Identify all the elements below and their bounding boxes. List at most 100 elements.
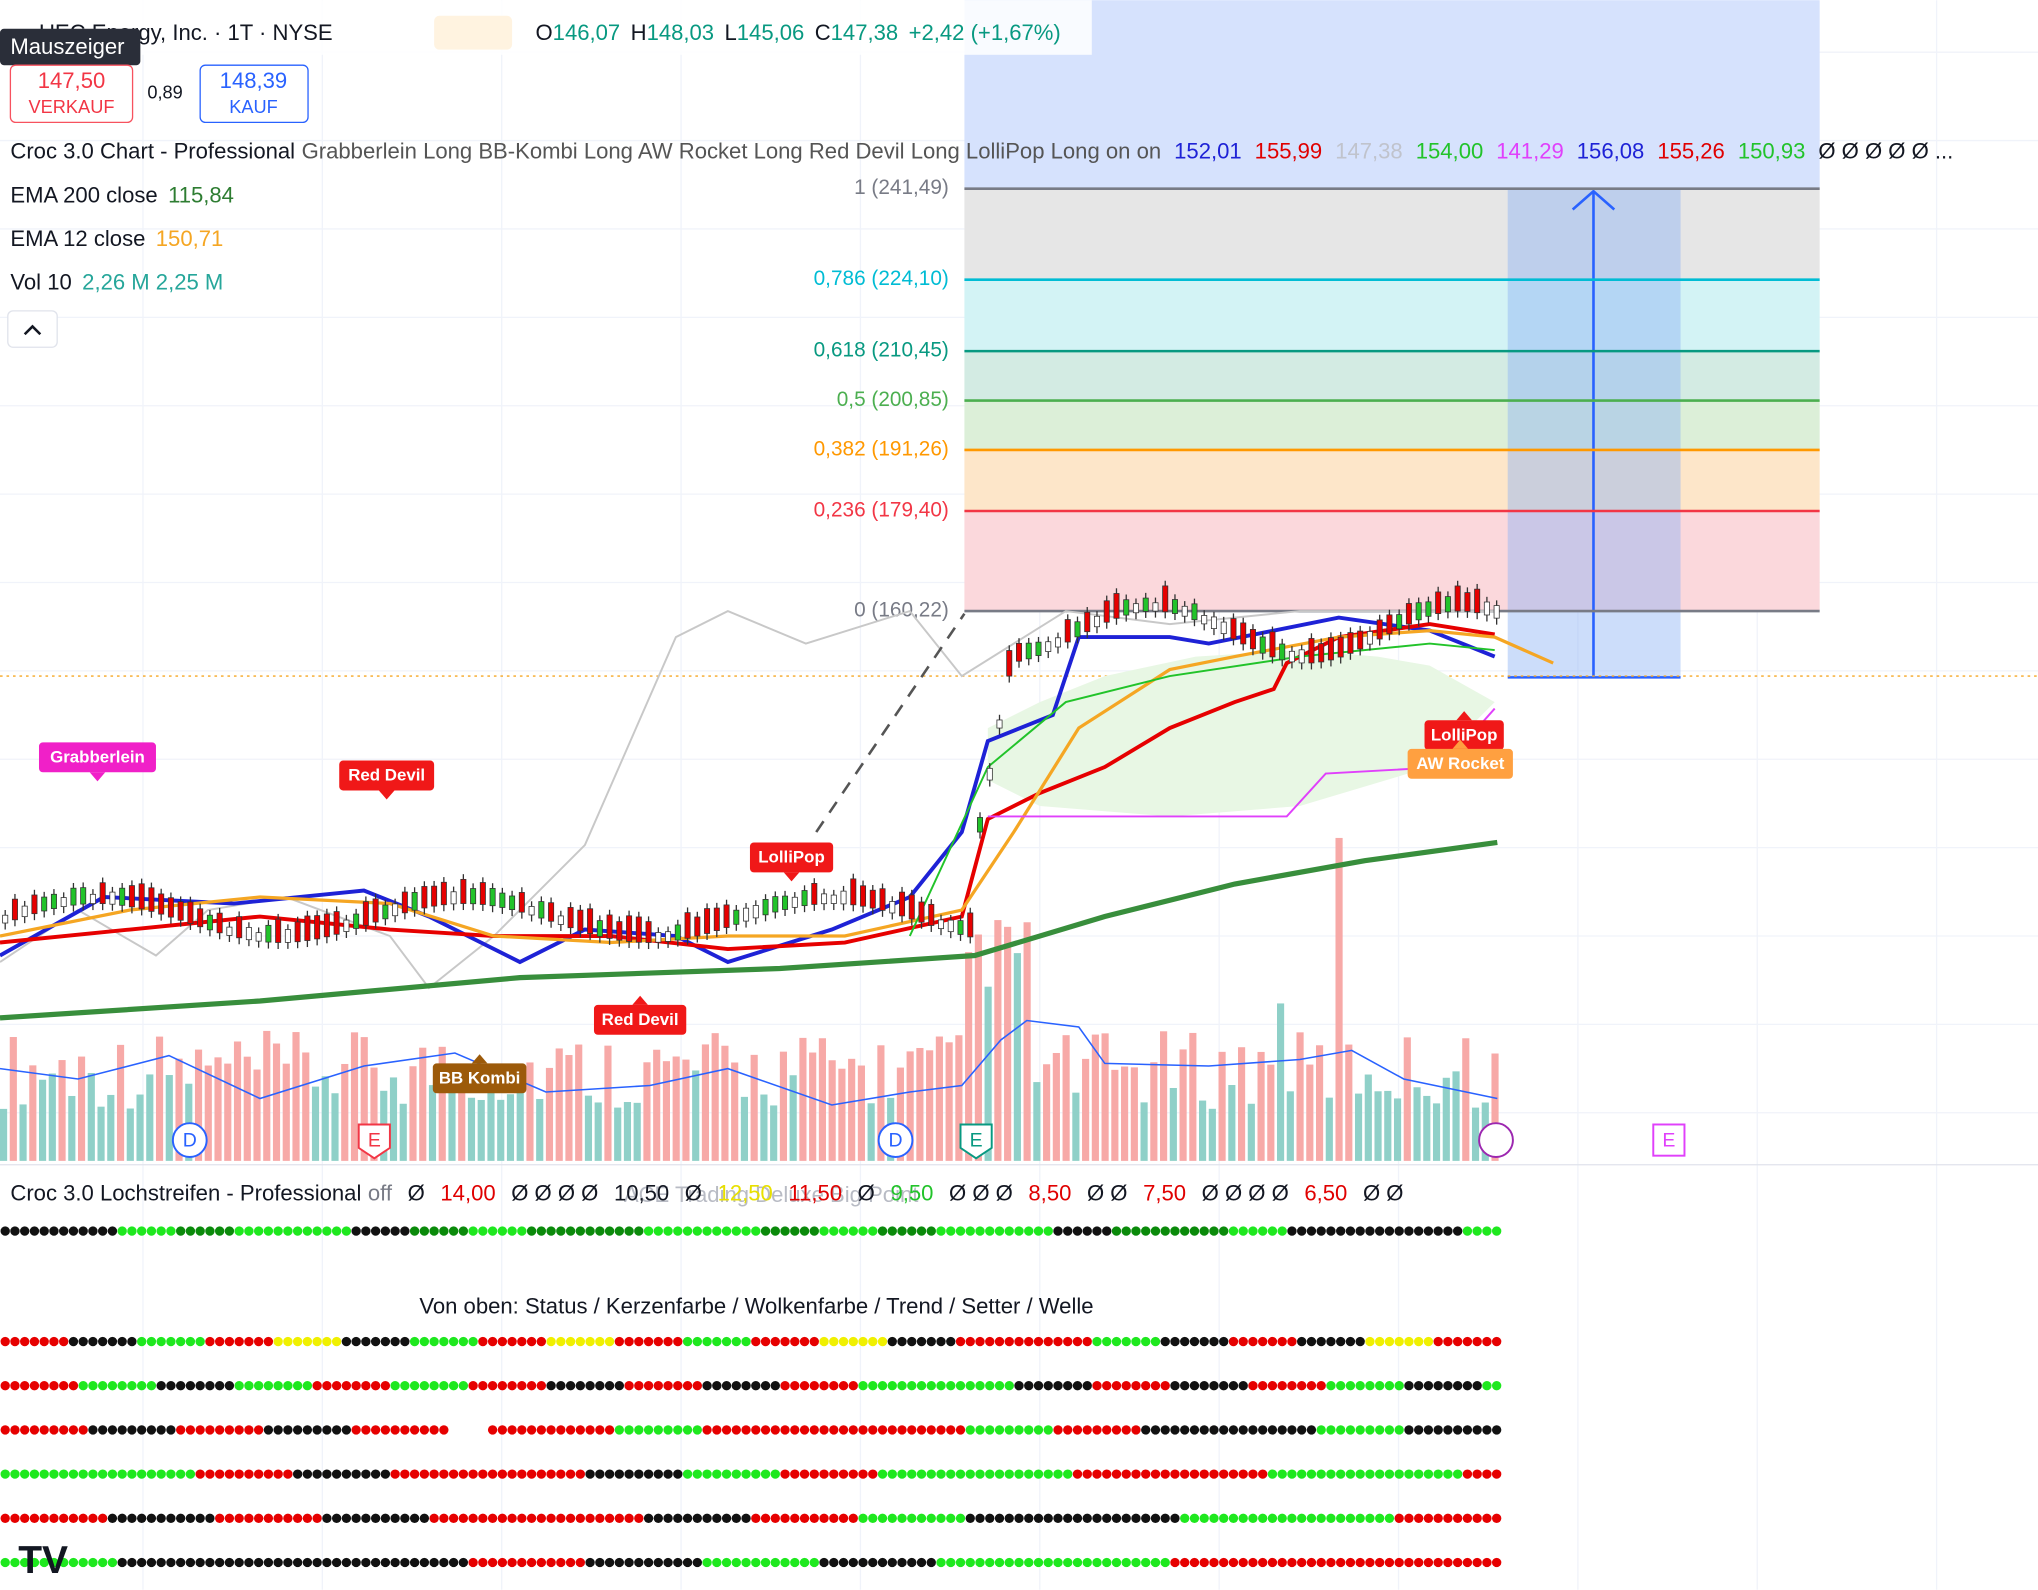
dot xyxy=(877,1336,888,1347)
volume-bar xyxy=(1238,1047,1246,1161)
dot xyxy=(1189,1381,1200,1391)
trend-line xyxy=(815,612,966,833)
dot xyxy=(1043,1557,1053,1568)
volume-bar xyxy=(779,1051,787,1161)
dot xyxy=(273,1336,283,1347)
dot xyxy=(312,1226,322,1236)
dot xyxy=(156,1469,166,1479)
dot xyxy=(1443,1513,1453,1523)
dot xyxy=(1472,1336,1482,1347)
dot xyxy=(322,1381,332,1391)
dot xyxy=(234,1425,244,1435)
dot xyxy=(273,1381,283,1391)
dot xyxy=(1345,1513,1356,1523)
dot xyxy=(1033,1469,1044,1479)
indicator-value: 141,29 xyxy=(1496,138,1564,163)
collapse-button[interactable] xyxy=(7,310,58,348)
candle xyxy=(996,719,1003,729)
dot xyxy=(1482,1425,1492,1435)
dot xyxy=(1423,1557,1434,1568)
dot xyxy=(643,1513,654,1523)
dot xyxy=(877,1381,888,1391)
dot xyxy=(897,1336,907,1347)
dot xyxy=(848,1336,858,1347)
volume-bar xyxy=(584,1095,593,1161)
dot xyxy=(429,1336,439,1347)
dot xyxy=(965,1381,975,1391)
dot xyxy=(1053,1381,1063,1391)
dot xyxy=(0,1557,10,1568)
dot xyxy=(292,1226,303,1236)
dot xyxy=(546,1513,556,1523)
dot xyxy=(1160,1469,1170,1479)
volume-bar xyxy=(818,1038,826,1161)
dot xyxy=(312,1557,322,1568)
volume-bar xyxy=(506,1094,515,1161)
candle xyxy=(119,887,126,906)
dot xyxy=(760,1226,771,1236)
volume-bar xyxy=(136,1094,144,1161)
dot xyxy=(0,1425,10,1435)
dot xyxy=(702,1557,712,1568)
dot xyxy=(1306,1513,1317,1523)
dot xyxy=(1228,1513,1239,1523)
dot xyxy=(0,1381,10,1391)
dot xyxy=(585,1425,595,1435)
dot xyxy=(10,1513,20,1523)
candle xyxy=(1269,631,1276,658)
dot xyxy=(1326,1469,1336,1479)
dot xyxy=(156,1381,166,1391)
dot xyxy=(1082,1425,1092,1435)
dot xyxy=(166,1226,176,1236)
dot xyxy=(994,1336,1005,1347)
buy-price: 148,39 xyxy=(220,68,288,93)
fib-band xyxy=(964,188,1820,280)
dot xyxy=(1258,1336,1268,1347)
volume-bar xyxy=(1315,1045,1324,1161)
buy-button[interactable] xyxy=(199,64,309,124)
sell-button[interactable] xyxy=(9,64,134,124)
dot xyxy=(166,1425,176,1435)
dot xyxy=(175,1469,186,1479)
dot xyxy=(985,1226,995,1236)
volume-bar xyxy=(1296,1032,1304,1161)
dot xyxy=(1258,1469,1268,1479)
dot xyxy=(175,1425,186,1435)
dot xyxy=(1228,1381,1239,1391)
dot xyxy=(283,1226,293,1236)
dot xyxy=(458,1557,469,1568)
dot xyxy=(1082,1469,1092,1479)
dot xyxy=(1228,1425,1239,1435)
dot xyxy=(1024,1557,1034,1568)
dot xyxy=(897,1226,907,1236)
volume-bar xyxy=(1247,1103,1255,1161)
dot xyxy=(1024,1469,1034,1479)
dot xyxy=(643,1425,654,1435)
volume-bar xyxy=(565,1055,573,1161)
candle xyxy=(713,907,720,932)
dot xyxy=(409,1381,420,1391)
dot xyxy=(604,1513,615,1523)
dot xyxy=(702,1226,712,1236)
dot xyxy=(59,1381,69,1391)
dot xyxy=(400,1469,410,1479)
candle xyxy=(333,911,340,935)
dot xyxy=(868,1226,878,1236)
dot xyxy=(1413,1336,1424,1347)
dot xyxy=(448,1226,459,1236)
dot xyxy=(1111,1557,1122,1568)
dot xyxy=(1345,1425,1356,1435)
dot xyxy=(1170,1557,1180,1568)
dot xyxy=(1141,1226,1151,1236)
candle xyxy=(1308,638,1315,664)
dot xyxy=(663,1557,673,1568)
dot xyxy=(955,1513,966,1523)
dot xyxy=(224,1513,235,1523)
dot xyxy=(224,1557,235,1568)
dot xyxy=(39,1336,49,1347)
dot xyxy=(1355,1336,1365,1347)
dot xyxy=(166,1469,176,1479)
dot xyxy=(263,1469,274,1479)
dot xyxy=(98,1336,108,1347)
dot xyxy=(614,1557,625,1568)
